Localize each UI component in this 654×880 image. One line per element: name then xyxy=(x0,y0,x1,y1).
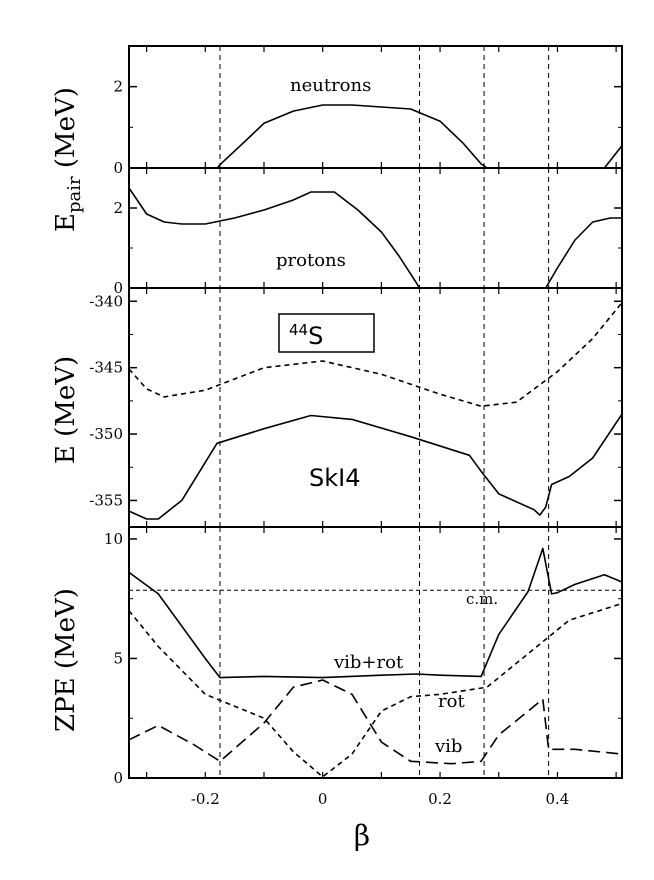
neutrons-label: neutrons xyxy=(290,75,371,96)
y-tick-label: 2 xyxy=(113,199,123,217)
y-tick-label: 0 xyxy=(113,279,123,297)
vib-label: vib xyxy=(434,736,462,757)
x-tick-label: 0.2 xyxy=(428,790,452,808)
panel-frame xyxy=(128,526,623,779)
y-tick-label: 2 xyxy=(113,78,123,96)
protons-label: protons xyxy=(276,250,346,271)
energy-axis-label: E (MeV) xyxy=(51,356,81,464)
series-line-protons xyxy=(128,187,622,289)
nucleus-box xyxy=(278,313,375,353)
y-tick-label: 0 xyxy=(113,159,123,177)
vibrot-label: vib+rot xyxy=(333,652,404,673)
panel-frame xyxy=(128,167,623,289)
series-line-vib-rot xyxy=(128,547,623,679)
series-line-vib xyxy=(128,679,623,765)
y-tick-label: -340 xyxy=(89,292,123,310)
epair-axis-label: Epair (MeV) xyxy=(51,87,85,232)
y-tick-label: -355 xyxy=(89,491,123,509)
series-line-dashed xyxy=(128,302,623,408)
y-tick-label: 10 xyxy=(104,530,123,548)
x-tick-label: -0.2 xyxy=(191,790,220,808)
x-axis-label: β xyxy=(354,819,370,852)
cm-label: c.m. xyxy=(466,590,498,608)
series-line-neutrons xyxy=(129,104,623,169)
series-line-rot xyxy=(128,602,623,778)
x-tick-label: 0 xyxy=(318,790,328,808)
x-tick-label: 0.4 xyxy=(546,790,570,808)
y-tick-label: -350 xyxy=(89,425,123,443)
y-tick-label: 5 xyxy=(113,649,123,667)
y-tick-label: 0 xyxy=(113,769,123,787)
force-label: SkI4 xyxy=(309,464,360,492)
series-line-solid xyxy=(128,413,623,520)
rot-label: rot xyxy=(438,691,465,712)
zpe-axis-label: ZPE (MeV) xyxy=(51,588,81,732)
panel-frame xyxy=(128,287,623,528)
nucleus-label: 44S xyxy=(289,321,323,350)
y-tick-label: -345 xyxy=(89,359,123,377)
